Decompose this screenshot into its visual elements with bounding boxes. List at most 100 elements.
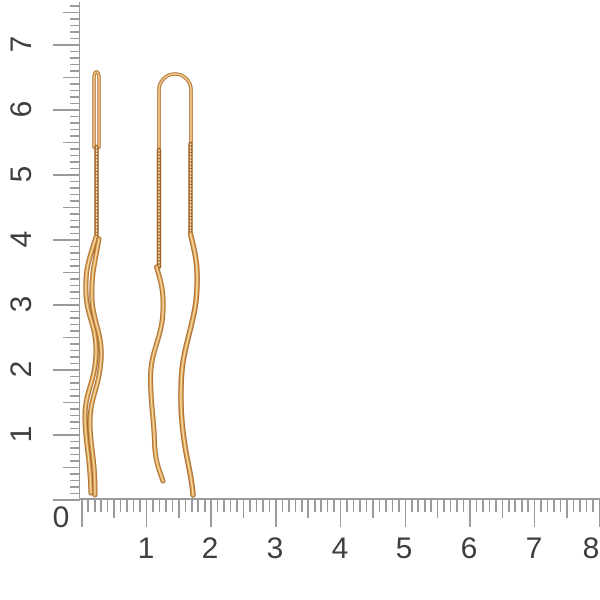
ruler-tick	[70, 395, 81, 397]
ruler-tick	[385, 499, 387, 512]
ruler-tick	[70, 37, 81, 40]
ruler-tick	[63, 206, 81, 209]
ruler-tick	[53, 44, 81, 46]
ruler-tick	[70, 382, 81, 384]
ruler-tick	[436, 499, 439, 518]
ruler-tick	[178, 499, 180, 518]
ruler-tick	[288, 499, 290, 512]
ruler-tick	[572, 499, 575, 512]
ruler-label: 8	[582, 532, 600, 565]
ruler-tick	[63, 11, 81, 14]
ruler-tick	[70, 57, 81, 59]
ruler-tick	[300, 499, 303, 512]
ruler-tick	[63, 271, 81, 274]
ruler-tick	[391, 499, 394, 512]
ruler-tick	[63, 401, 81, 404]
ruler-tick	[70, 460, 81, 462]
ruler-tick	[326, 499, 329, 512]
ruler-tick	[197, 499, 200, 512]
ruler-tick	[333, 499, 335, 512]
ruler-tick	[158, 499, 161, 512]
ruler-tick	[70, 486, 81, 488]
ruler-tick	[70, 258, 81, 261]
ruler-tick	[70, 375, 81, 378]
ruler-tick	[404, 499, 407, 527]
ruler-tick	[365, 499, 368, 512]
ruler-tick	[70, 278, 81, 280]
ruler-tick	[410, 499, 413, 512]
ruler-tick	[482, 499, 484, 512]
ruler-tick	[70, 193, 81, 196]
ruler-tick	[70, 421, 81, 423]
ruler-label: 2	[201, 532, 219, 565]
ruler-tick	[495, 499, 497, 512]
ruler-tick	[70, 265, 81, 267]
ruler-tick	[70, 219, 81, 222]
left-wavy-bars	[85, 237, 101, 495]
ruler-tick	[70, 180, 81, 183]
ruler-label: 3	[266, 532, 284, 565]
ruler-label: 6	[460, 532, 478, 565]
ruler-tick	[184, 499, 187, 512]
ruler-tick	[53, 109, 81, 111]
ruler-tick	[70, 414, 81, 417]
ruler-tick	[449, 499, 452, 512]
ruler-tick	[171, 499, 174, 512]
ruler-tick	[87, 499, 90, 512]
ruler-tick	[339, 499, 342, 527]
ruler-tick	[546, 499, 549, 512]
ruler-tick	[475, 499, 478, 512]
ruler-tick	[139, 499, 141, 512]
ruler-tick	[81, 499, 83, 527]
ruler-tick	[70, 356, 81, 358]
ruler-tick	[70, 453, 81, 456]
ruler-tick	[53, 239, 81, 241]
ruler-tick	[456, 499, 458, 512]
ruler-tick	[100, 499, 102, 512]
ruler-tick	[223, 499, 225, 512]
ruler-tick	[70, 200, 81, 202]
ruler-tick	[70, 284, 81, 287]
ruler-tick	[70, 310, 81, 313]
ruler-tick	[520, 499, 523, 512]
ruler-tick	[559, 499, 562, 512]
ruler-tick	[70, 148, 81, 150]
ruler-tick	[70, 297, 81, 300]
ruler-tick	[378, 499, 381, 512]
ruler-tick	[70, 70, 81, 72]
ruler-tick	[165, 499, 167, 512]
ruler-tick	[585, 499, 588, 512]
vertical-ruler-line	[78, 2, 81, 499]
ruler-tick	[53, 369, 81, 371]
ruler-tick	[423, 499, 426, 512]
ruler-tick	[70, 96, 81, 98]
ruler-tick	[93, 499, 96, 512]
ruler-tick	[281, 499, 284, 512]
ruler-tick	[229, 499, 232, 512]
ruler-tick	[249, 499, 251, 512]
ruler-tick	[53, 304, 81, 306]
ruler-tick	[190, 499, 193, 512]
ruler-tick	[430, 499, 432, 512]
ruler-tick	[70, 408, 81, 410]
ruler-tick	[70, 154, 81, 157]
ruler-tick	[307, 499, 310, 518]
right-earring	[151, 72, 198, 495]
ruler-tick	[443, 499, 445, 512]
ruler-tick	[70, 128, 81, 131]
ruler-tick	[514, 499, 517, 512]
ruler-tick	[540, 499, 542, 512]
ruler-tick	[70, 187, 81, 189]
right-chains	[159, 144, 191, 267]
ruler-tick	[70, 427, 81, 430]
ruler-tick	[533, 499, 536, 527]
ruler-tick	[70, 343, 81, 345]
ruler-tick	[119, 499, 122, 512]
ruler-tick	[488, 499, 491, 512]
ruler-tick	[70, 167, 81, 170]
ruler-tick	[268, 499, 271, 512]
ruler-tick	[508, 499, 510, 512]
ruler-tick	[417, 499, 420, 512]
ruler-tick	[70, 63, 81, 66]
ruler-tick	[352, 499, 355, 512]
